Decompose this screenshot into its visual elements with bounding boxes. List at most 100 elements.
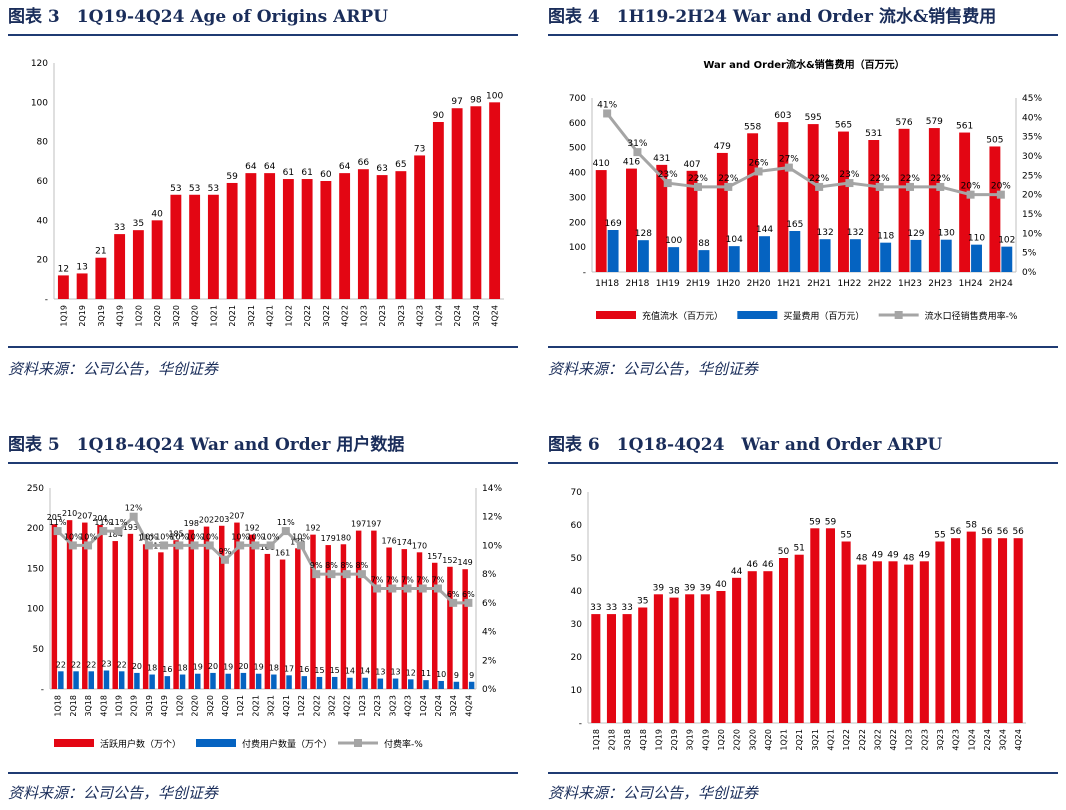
x-tick-label: 2Q22 [312, 695, 321, 717]
data-label: 35 [133, 219, 144, 229]
data-label: 90 [433, 111, 445, 121]
legend-label: 充值流水（百万元） [642, 310, 723, 322]
data-label: 18 [177, 664, 187, 673]
bar [898, 128, 910, 272]
line-point [966, 190, 975, 199]
chart-title: War and Order流水&销售费用（百万元） [703, 58, 904, 71]
x-tick-label: 3Q20 [172, 305, 181, 327]
line-point [418, 584, 427, 593]
x-tick-label: 4Q22 [341, 305, 350, 327]
x-tick-label: 1Q23 [359, 305, 368, 327]
data-label: 16 [162, 665, 172, 674]
data-label: 49 [887, 550, 899, 560]
bar [114, 234, 126, 299]
chart-5-source: 资料来源：公司公告，华创证券 [8, 784, 219, 802]
line-data-label: 10% [64, 532, 82, 541]
bar [97, 524, 103, 689]
data-label: 185 [168, 529, 183, 538]
x-tick-label: 1Q19 [59, 305, 68, 327]
data-label: 157 [427, 552, 442, 561]
y-tick-label: 80 [37, 138, 49, 148]
legend-swatch [737, 311, 778, 319]
x-tick-label: 2Q18 [607, 729, 616, 751]
panel-chart-4: 图表 4 1H19-2H24 War and Order 流水&销售费用 War… [548, 2, 1058, 392]
bar [189, 194, 201, 299]
data-label: 197 [351, 520, 366, 529]
data-label: 207 [77, 512, 92, 521]
bar [626, 168, 637, 272]
data-label: 22 [56, 660, 66, 669]
data-label: 192 [305, 524, 320, 533]
data-label: 129 [907, 229, 924, 239]
bar-secondary [255, 673, 262, 689]
data-label: 48 [903, 554, 915, 564]
data-label: 174 [397, 538, 412, 547]
x-tick-label: 4Q21 [266, 305, 275, 327]
bar [401, 549, 408, 689]
data-label: 56 [1012, 527, 1024, 537]
x-tick-label: 1H21 [777, 279, 801, 289]
x-tick-label: 2Q21 [228, 305, 237, 327]
bar [339, 173, 351, 299]
series-line [605, 112, 1001, 197]
x-tick-label: 4Q19 [160, 695, 169, 717]
bar [340, 544, 347, 689]
bar [868, 140, 880, 272]
data-label: 152 [442, 556, 457, 565]
x-tick-label: 2Q21 [795, 729, 804, 751]
chart-5-plot: - 50 100 150 200 250 0% 2% 4% 6% 8% 10% 12% 14% 205 210… [27, 484, 503, 750]
x-tick-label: 3Q22 [327, 695, 336, 717]
legend-marker [354, 739, 362, 747]
line-point [633, 148, 642, 157]
bar [203, 526, 210, 689]
bar-secondary [347, 677, 353, 689]
x-tick-label: 4Q22 [889, 729, 898, 751]
x-tick-label: 4Q24 [1014, 729, 1023, 751]
line-point [53, 527, 62, 536]
data-label: 165 [786, 220, 803, 230]
y-tick-label: - [579, 719, 582, 729]
bar-secondary [58, 671, 64, 689]
bar [959, 132, 971, 272]
bar [301, 179, 313, 299]
bar [700, 594, 710, 723]
data-label: 197 [366, 520, 381, 529]
data-label: 46 [747, 560, 759, 570]
bar [685, 594, 695, 723]
x-tick-label: 2Q24 [453, 305, 462, 327]
y-tick-label: - [41, 685, 44, 695]
line-point [114, 527, 123, 536]
data-label: 19 [193, 663, 203, 672]
bar [732, 577, 742, 723]
bar [76, 273, 88, 299]
y-tick-label: 150 [27, 564, 44, 574]
x-tick-label: 1H20 [716, 279, 740, 289]
y-tick-label: 600 [569, 119, 586, 129]
bar [66, 520, 73, 689]
bar [432, 122, 444, 299]
bar [447, 566, 453, 689]
bar [151, 220, 163, 299]
bar [606, 614, 617, 723]
line-point [357, 570, 366, 579]
bar-secondary [271, 674, 277, 689]
bar [142, 544, 149, 689]
bar-secondary [195, 673, 201, 689]
bar [325, 545, 331, 689]
data-label: 53 [170, 184, 181, 194]
data-label: 39 [653, 583, 665, 593]
x-tick-label: 1H24 [959, 279, 983, 289]
data-label: 169 [605, 219, 622, 229]
x-tick-label: 1H18 [595, 279, 619, 289]
line-point [449, 598, 458, 607]
data-label: 198 [184, 519, 199, 528]
bar [95, 257, 107, 299]
line-point [845, 179, 854, 188]
line-data-label: 11% [49, 518, 67, 527]
y-tick-label: 200 [569, 218, 586, 228]
bar [747, 133, 759, 272]
x-tick-label: 4Q24 [464, 695, 473, 717]
x-tick-label: 3Q19 [145, 695, 154, 717]
line-data-label: 22% [870, 174, 890, 184]
y2-tick-label: 4% [482, 628, 497, 638]
